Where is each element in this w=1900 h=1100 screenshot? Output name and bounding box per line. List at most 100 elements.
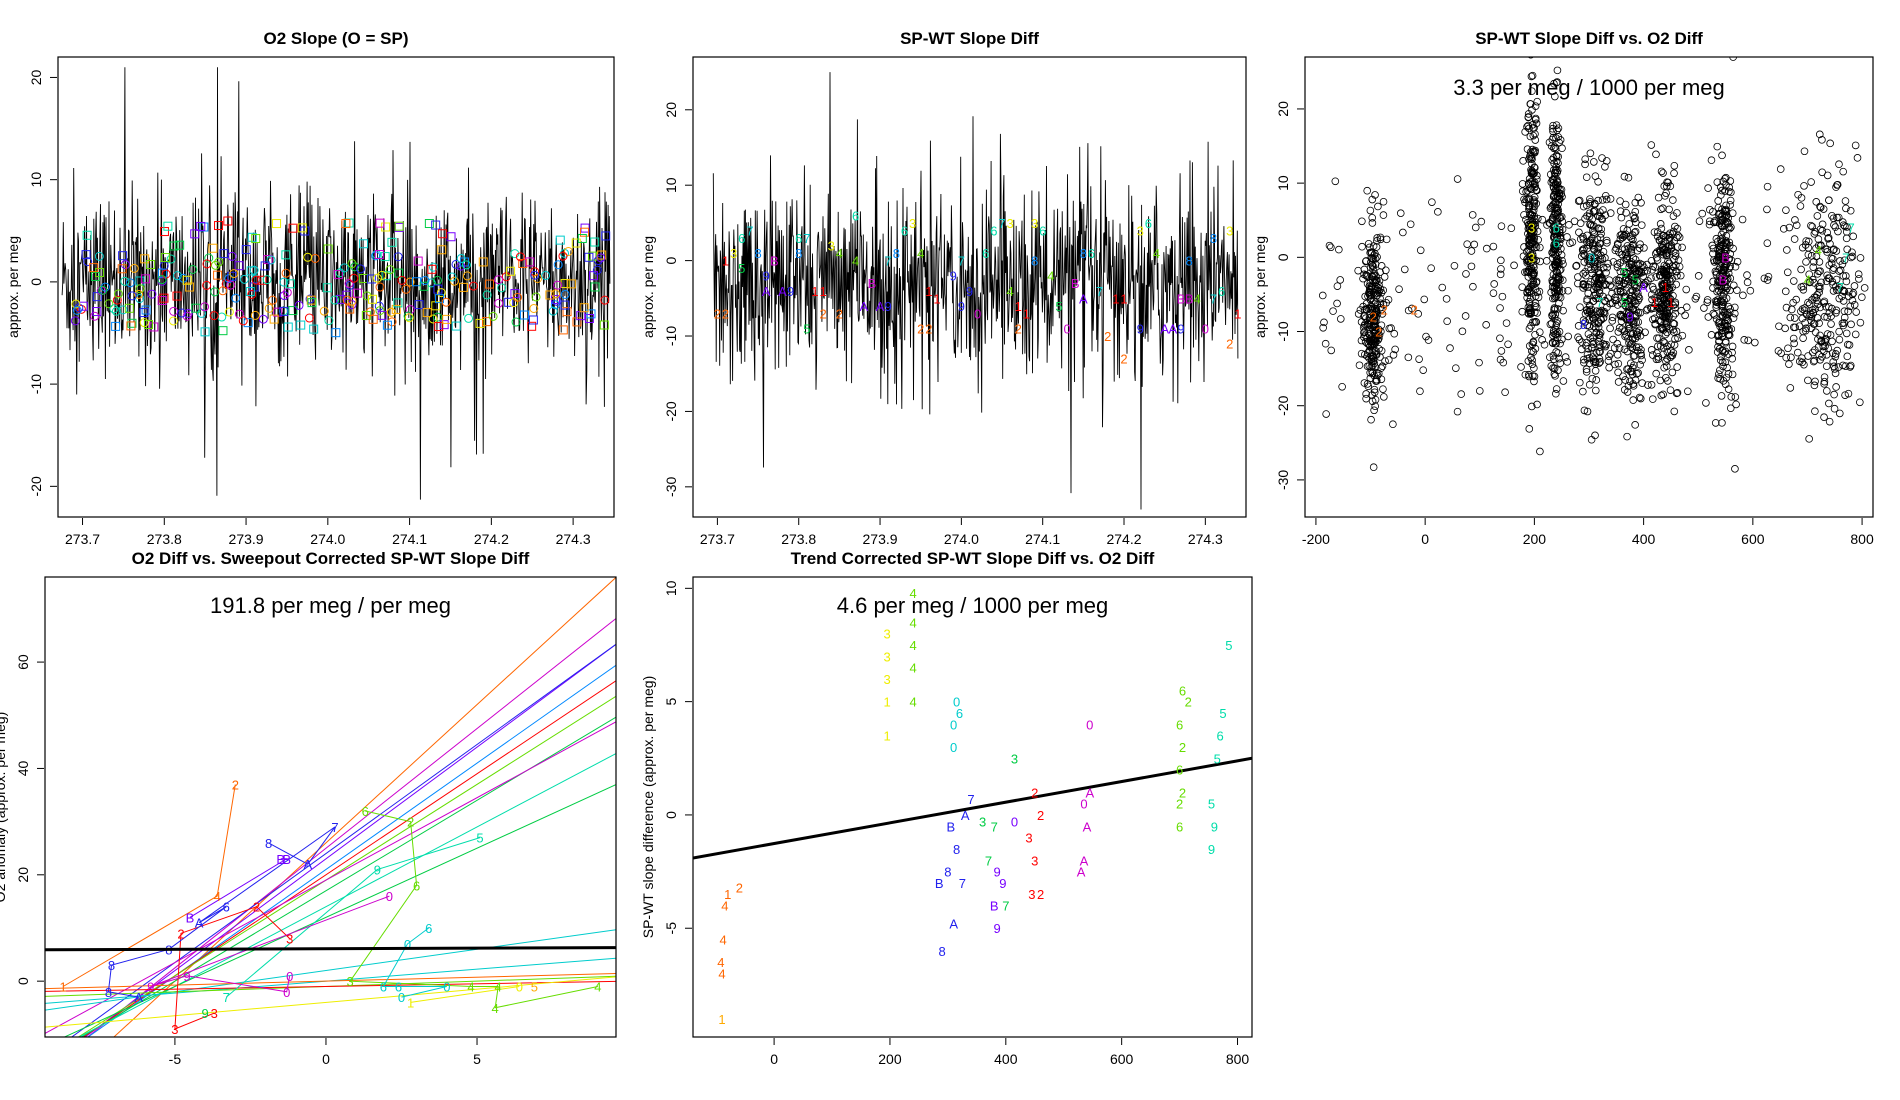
scatter-point xyxy=(1789,298,1797,307)
scatter-point xyxy=(1637,221,1646,229)
scatter-point xyxy=(1691,294,1700,303)
scatter-point xyxy=(1608,317,1617,325)
scatter-point xyxy=(1848,252,1857,261)
point-label: 2 xyxy=(1381,302,1388,317)
scatter-point xyxy=(1651,294,1659,302)
scatter-point xyxy=(1851,141,1860,150)
point-label: 3 xyxy=(1011,751,1018,766)
scatter-point xyxy=(1520,195,1528,204)
circle-marker xyxy=(386,307,396,317)
point-label: 0 xyxy=(974,306,981,321)
y-tick-label: 40 xyxy=(15,760,31,776)
scatter-point xyxy=(1526,100,1535,108)
scatter-point xyxy=(1525,225,1534,233)
point-label: 6 xyxy=(738,231,745,246)
scatter-point xyxy=(1844,340,1852,349)
scatter-point xyxy=(1611,246,1620,255)
scatter-point xyxy=(1832,275,1841,284)
scatter-point xyxy=(1360,379,1369,387)
square-marker xyxy=(149,322,159,332)
scatter-point xyxy=(1804,298,1812,307)
scatter-point xyxy=(1823,228,1832,237)
circle-marker xyxy=(177,308,187,318)
scatter-point xyxy=(1548,248,1556,257)
x-tick-label: 274.3 xyxy=(1188,531,1223,547)
scatter-point xyxy=(1361,292,1369,301)
scatter-point xyxy=(1833,213,1841,222)
scatter-point xyxy=(1369,463,1378,472)
scatter-point xyxy=(1574,197,1583,205)
circle-marker xyxy=(592,265,602,275)
point-label: 4 xyxy=(594,979,601,994)
scatter-point xyxy=(1369,320,1378,329)
scatter-point xyxy=(1627,367,1636,376)
scatter-point xyxy=(1370,316,1379,325)
square-marker xyxy=(475,318,485,328)
scatter-point xyxy=(1364,240,1373,248)
scatter-point xyxy=(1329,307,1337,315)
scatter-point xyxy=(1622,331,1630,339)
scatter-point xyxy=(1372,377,1380,385)
scatter-point xyxy=(1385,324,1394,333)
scatter-point xyxy=(1804,376,1812,385)
scatter-point xyxy=(1832,306,1841,315)
x-tick-label: 200 xyxy=(878,1051,902,1067)
scatter-point xyxy=(1371,191,1379,199)
scatter-point xyxy=(1551,143,1559,151)
scatter-point xyxy=(1623,388,1632,396)
scatter-point xyxy=(1594,294,1602,303)
scatter-point xyxy=(1842,329,1851,338)
circle-marker xyxy=(157,275,167,285)
scatter-point xyxy=(1582,271,1590,280)
scatter-point xyxy=(1601,163,1609,171)
scatter-point xyxy=(1799,285,1808,294)
scatter-point xyxy=(1846,206,1855,215)
square-marker xyxy=(528,315,538,325)
scatter-point xyxy=(1556,136,1565,144)
scatter-point xyxy=(1490,280,1498,288)
scatter-point xyxy=(1545,138,1554,147)
scatter-point xyxy=(1416,246,1425,255)
scatter-point xyxy=(1583,407,1592,416)
point-label: A xyxy=(1080,853,1089,868)
point-label: 6 xyxy=(1145,216,1152,231)
scatter-point xyxy=(1663,362,1671,370)
circle-marker xyxy=(510,249,520,259)
scatter-point xyxy=(1653,248,1661,256)
circle-marker xyxy=(513,292,523,302)
y-tick-label: 20 xyxy=(15,867,31,883)
scatter-point xyxy=(1681,311,1689,320)
square-marker xyxy=(424,219,434,229)
scatter-point xyxy=(1579,284,1588,292)
scatter-point xyxy=(1550,244,1558,253)
point-label: 1 xyxy=(883,695,890,710)
scatter-point xyxy=(1663,279,1671,288)
scatter-point xyxy=(1707,156,1716,165)
scatter-point xyxy=(1615,277,1624,285)
scatter-point xyxy=(1370,371,1378,380)
scatter-point xyxy=(1813,296,1821,305)
point-label: B xyxy=(1721,250,1730,265)
scatter-point xyxy=(1594,224,1603,233)
scatter-point xyxy=(1551,92,1559,101)
scatter-point xyxy=(1385,356,1393,364)
square-marker xyxy=(185,282,195,292)
point-label: 6 xyxy=(1218,284,1225,299)
scatter-point xyxy=(1608,299,1617,307)
scatter-point xyxy=(1711,419,1720,427)
scatter-point xyxy=(1715,317,1724,325)
scatter-point xyxy=(1705,217,1714,226)
scatter-point xyxy=(1615,324,1624,332)
scatter-point xyxy=(1671,304,1679,312)
scatter-point xyxy=(1554,366,1562,375)
point-label: 0 xyxy=(386,889,393,904)
point-label: 6 xyxy=(990,223,997,238)
scatter-point xyxy=(1781,324,1789,333)
scatter-point xyxy=(1840,287,1849,296)
square-marker xyxy=(127,318,137,328)
circle-marker xyxy=(515,252,525,262)
square-marker xyxy=(451,321,461,331)
scatter-point xyxy=(1489,289,1498,297)
y-axis-label: approx. per meg xyxy=(5,236,21,338)
square-marker xyxy=(380,252,390,262)
